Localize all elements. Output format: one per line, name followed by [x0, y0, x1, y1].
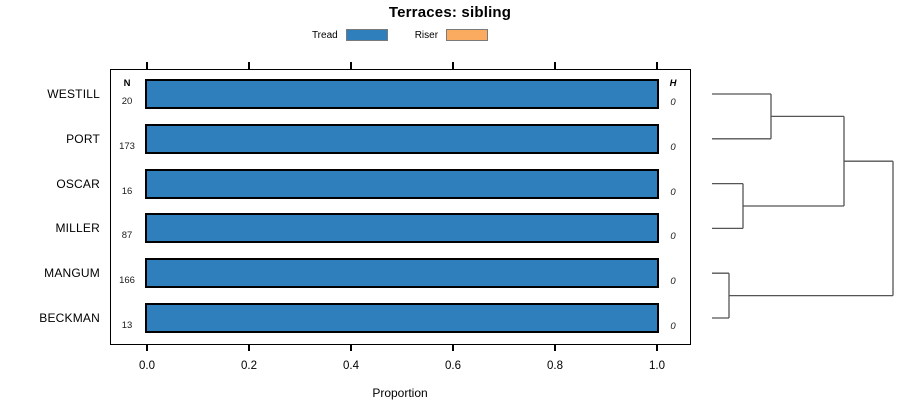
n-value: 173 [119, 140, 135, 152]
x-tick-top [350, 62, 352, 69]
proportion-bar-tread [145, 79, 659, 109]
legend: Tread Riser [110, 28, 690, 42]
n-value: 87 [121, 230, 133, 242]
category-label: OSCAR [56, 176, 100, 191]
h-value: 0 [670, 97, 676, 108]
h-value: 0 [670, 231, 676, 243]
n-value: 166 [119, 275, 135, 287]
n-value: 16 [121, 185, 133, 197]
x-axis-label: Proportion [372, 386, 428, 400]
legend-label-tread: Tread [311, 29, 338, 41]
legend-item-riser: Riser [414, 29, 489, 42]
n-column-header: N [123, 78, 131, 89]
x-tick-label: 0.0 [139, 360, 155, 372]
riser-color-swatch [446, 29, 489, 41]
proportion-bar-tread [145, 258, 659, 289]
x-tick-top [656, 62, 658, 69]
x-tick-top [554, 62, 556, 69]
tread-color-swatch [345, 29, 388, 41]
category-label: PORT [66, 131, 100, 146]
x-tick-bottom [350, 344, 352, 351]
h-value: 0 [670, 186, 676, 198]
proportion-bar-tread [145, 213, 659, 244]
x-tick-bottom [146, 344, 148, 351]
category-label: BECKMAN [39, 311, 100, 325]
x-tick-label: 0.2 [241, 360, 257, 372]
x-tick-bottom [248, 344, 250, 351]
x-tick-label: 1.0 [649, 360, 665, 372]
proportion-bar-tread [145, 303, 659, 333]
n-value: 13 [121, 320, 133, 331]
x-tick-top [248, 62, 250, 69]
h-value: 0 [670, 276, 676, 288]
n-value: 20 [121, 96, 133, 107]
x-tick-label: 0.8 [547, 360, 563, 372]
chart-title: Terraces: sibling [388, 4, 512, 21]
x-tick-top [452, 62, 454, 69]
legend-label-riser: Riser [414, 29, 439, 41]
category-label: MILLER [55, 221, 100, 236]
x-tick-label: 0.6 [445, 360, 461, 372]
h-value: 0 [670, 321, 676, 332]
x-tick-bottom [656, 344, 658, 351]
legend-item-tread: Tread [312, 29, 388, 42]
plot-area-border [110, 69, 691, 345]
x-tick-bottom [554, 344, 556, 351]
category-label: MANGUM [44, 266, 100, 281]
proportion-bar-tread [145, 123, 659, 154]
h-value: 0 [670, 141, 676, 153]
proportion-bar-tread [145, 168, 659, 199]
x-tick-bottom [452, 344, 454, 351]
x-tick-label: 0.4 [343, 360, 359, 372]
category-label: WESTILL [47, 87, 100, 101]
x-tick-top [146, 62, 148, 69]
h-column-header: H [669, 78, 677, 89]
